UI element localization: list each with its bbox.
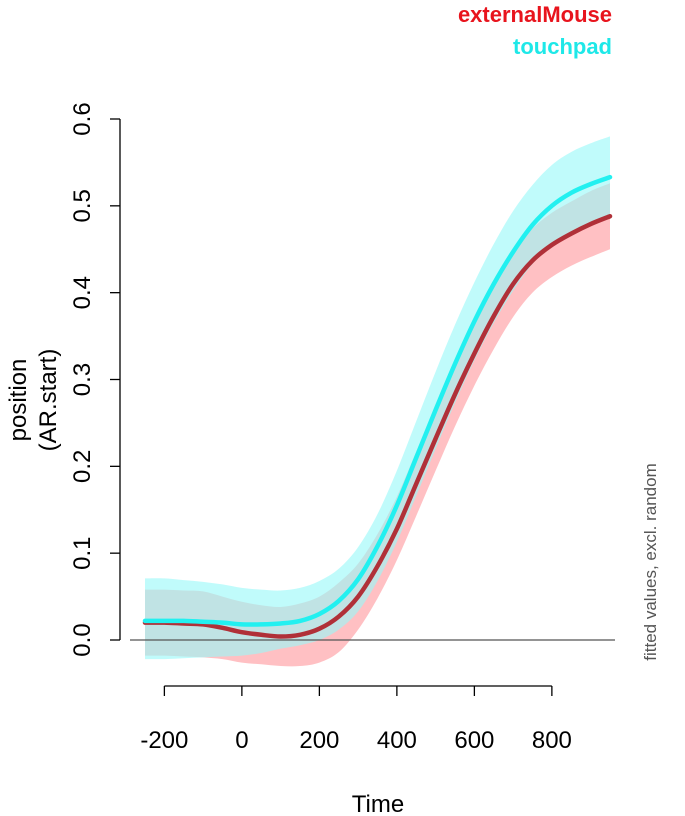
y-axis-title-line-1: position	[5, 359, 32, 442]
y-tick-label: 0.5	[69, 189, 96, 222]
legend-label-touchpad: touchpad	[513, 34, 612, 59]
confidence-bands	[145, 136, 610, 667]
y-tick-label: 0.1	[69, 536, 96, 569]
y-tick-label: 0.0	[69, 623, 96, 656]
line-externalMouse	[142, 214, 613, 639]
x-tick-label: -200	[140, 727, 188, 754]
x-tick-label: 600	[454, 727, 494, 754]
x-tick-label: 800	[532, 727, 572, 754]
x-axis-title: Time	[352, 791, 404, 816]
y-axis: 0.0 0.1 0.2 0.3 0.4 0.5 0.6	[69, 102, 121, 657]
y-tick-label: 0.2	[69, 450, 96, 483]
y-axis-title-line-2: (AR.start)	[35, 349, 62, 452]
legend-label-externalMouse: externalMouse	[458, 2, 612, 27]
y-tick-label: 0.6	[69, 102, 96, 135]
x-tick-label: 0	[235, 727, 248, 754]
series-lines	[142, 174, 613, 639]
band-touchpad	[145, 136, 610, 660]
x-axis: -200 0 200 400 600 800	[140, 685, 572, 754]
x-tick-label: 400	[377, 727, 417, 754]
line-touchpad	[142, 174, 613, 627]
x-tick-label: 200	[299, 727, 339, 754]
side-note: fitted values, excl. random	[641, 463, 660, 660]
y-tick-label: 0.3	[69, 363, 96, 396]
y-tick-label: 0.4	[69, 276, 96, 309]
